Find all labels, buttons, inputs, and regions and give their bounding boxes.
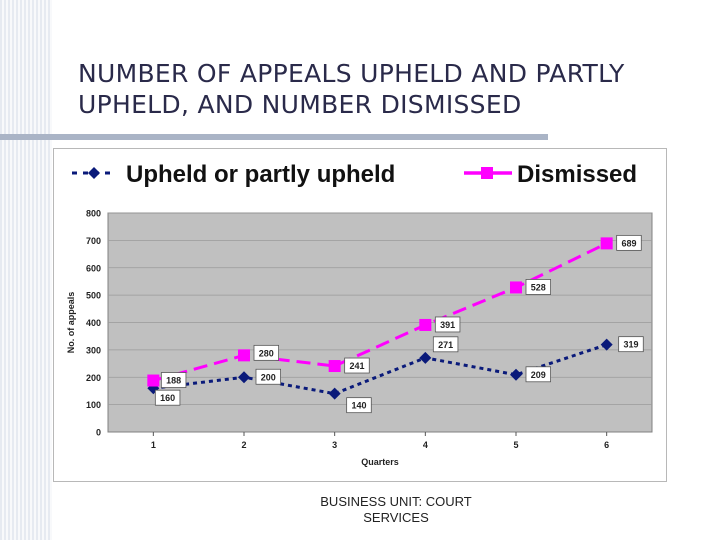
y-tick-label: 200 xyxy=(86,373,101,383)
data-label-box xyxy=(525,279,552,295)
data-point-upheld xyxy=(600,338,613,351)
data-point-upheld xyxy=(419,351,432,364)
x-tick-label: 3 xyxy=(332,440,337,450)
footer-line-1: BUSINESS UNIT: COURT xyxy=(320,494,472,509)
x-tick-label: 5 xyxy=(513,440,518,450)
slide-title-line-1: NUMBER OF APPEALS UPHELD AND PARTLY xyxy=(78,59,625,88)
series-line-1 xyxy=(153,343,608,396)
data-label-box xyxy=(344,357,370,374)
data-label: 528 xyxy=(531,282,546,292)
legend-label-upheld: Upheld or partly upheld xyxy=(126,161,395,188)
legend-marker-dismissed xyxy=(481,167,493,179)
data-label: 209 xyxy=(531,370,546,380)
data-label-box xyxy=(432,336,459,353)
data-label-box xyxy=(253,344,280,361)
left-decorative-stripe xyxy=(0,0,52,540)
data-label: 319 xyxy=(623,340,638,350)
data-label-box xyxy=(525,366,552,383)
legend-label-dismissed: Dismissed xyxy=(517,161,637,188)
y-tick-label: 700 xyxy=(86,236,101,246)
y-tick-label: 0 xyxy=(96,428,101,438)
data-label-box xyxy=(154,389,181,406)
data-label: 188 xyxy=(166,376,181,386)
data-label-box xyxy=(616,234,642,251)
data-point-upheld xyxy=(510,368,522,381)
y-tick-label: 400 xyxy=(86,318,101,328)
y-tick-label: 300 xyxy=(86,345,101,355)
data-label: 241 xyxy=(349,361,364,371)
line-chart: 0 100 200 300 400 500 600 700 800 1 2 3 4 5 6 Quarters N… xyxy=(66,161,653,467)
data-label-box xyxy=(160,372,187,388)
data-point-dismissed xyxy=(238,349,250,362)
slide-title: NUMBER OF APPEALS UPHELD AND PARTLY UPHE… xyxy=(78,58,708,120)
data-point-dismissed xyxy=(600,237,613,250)
data-point-dismissed xyxy=(510,281,522,294)
data-point-dismissed xyxy=(328,360,341,373)
y-axis-title: No. of appeals xyxy=(66,292,76,354)
data-point-dismissed xyxy=(147,374,160,387)
data-label-box xyxy=(255,368,282,385)
x-tick-label: 2 xyxy=(241,440,246,450)
x-tick-label: 1 xyxy=(151,440,156,450)
y-tick-label: 500 xyxy=(86,291,101,301)
data-label-box xyxy=(618,336,644,353)
slide-footer: BUSINESS UNIT: COURT SERVICES xyxy=(300,494,492,526)
slide-title-line-2: UPHELD, AND NUMBER DISMISSED xyxy=(78,90,522,119)
data-point-dismissed xyxy=(419,318,432,331)
data-label: 689 xyxy=(621,238,636,248)
x-tick-label: 4 xyxy=(423,440,428,450)
data-label: 271 xyxy=(438,340,453,350)
data-label-box xyxy=(434,316,461,333)
data-label: 391 xyxy=(440,320,455,330)
chart-container: 0 100 200 300 400 500 600 700 800 1 2 3 4 5 6 Quarters N… xyxy=(53,148,667,482)
footer-line-2: SERVICES xyxy=(363,510,429,525)
data-label-box xyxy=(346,397,372,414)
y-tick-label: 600 xyxy=(86,263,101,273)
data-label: 140 xyxy=(351,401,366,411)
data-label: 200 xyxy=(261,372,276,382)
data-point-upheld xyxy=(328,387,341,400)
data-label: 280 xyxy=(259,348,274,358)
y-tick-label: 800 xyxy=(86,209,101,219)
data-label: 160 xyxy=(160,393,175,403)
x-tick-label: 6 xyxy=(604,440,609,450)
title-underline-bar xyxy=(0,134,548,140)
legend-marker-upheld xyxy=(88,167,100,179)
x-axis-title: Quarters xyxy=(361,457,399,467)
y-tick-label: 100 xyxy=(86,400,101,410)
data-point-upheld xyxy=(238,371,250,384)
